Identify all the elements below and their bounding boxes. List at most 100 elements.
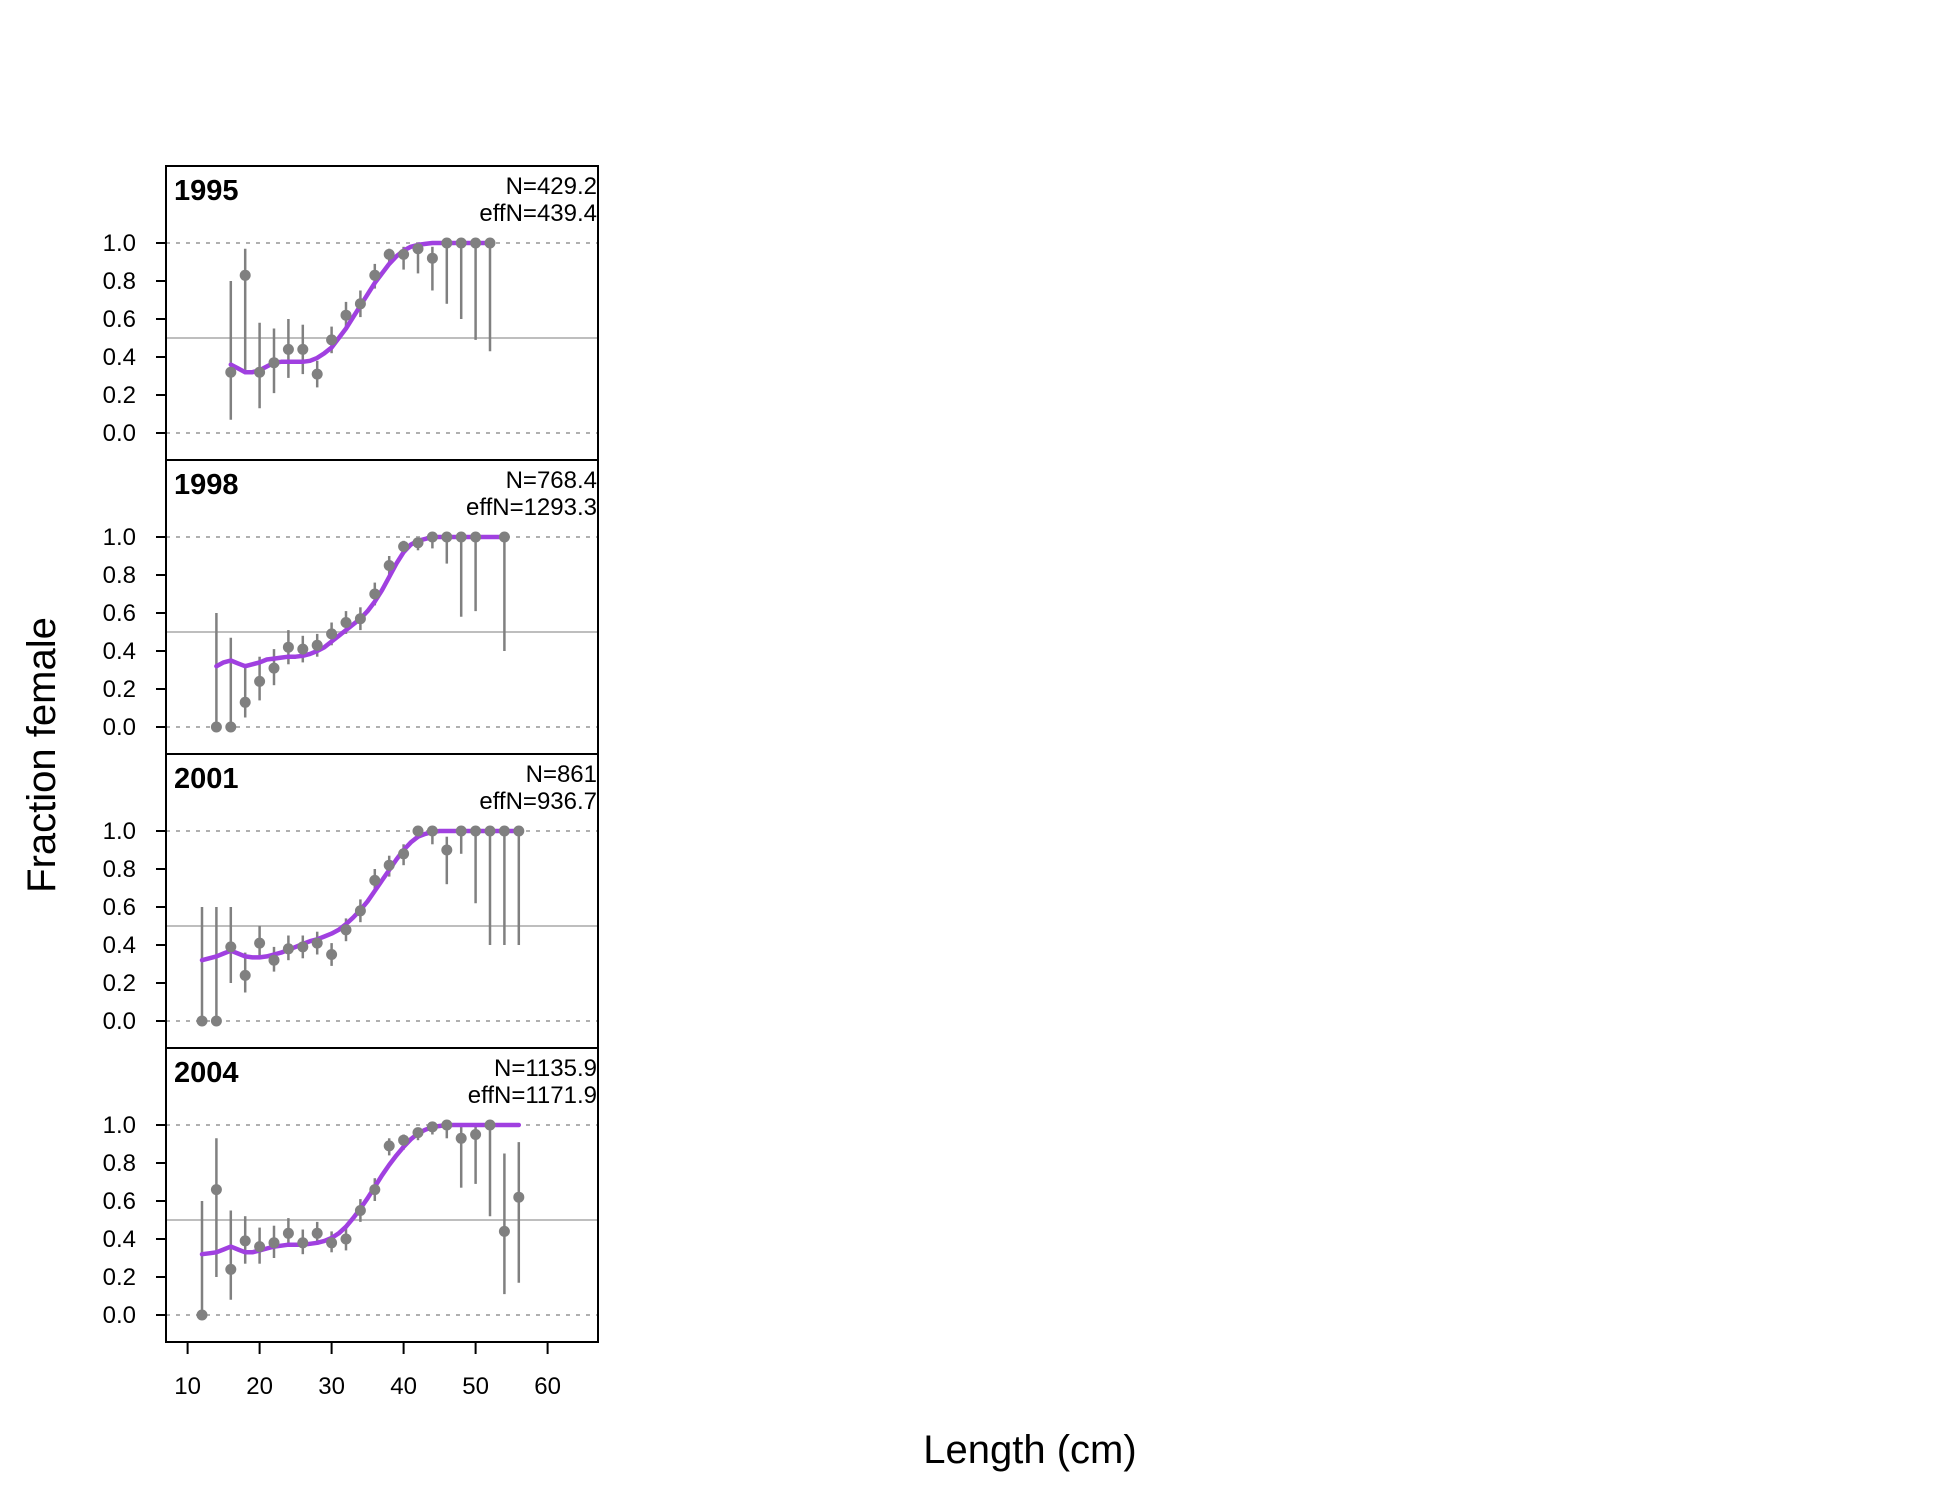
observed-point: [398, 1134, 410, 1146]
observed-point: [383, 1140, 395, 1152]
panel-effn-label: effN=1171.9: [468, 1082, 597, 1109]
observed-point: [340, 1233, 352, 1245]
panel-year-label: 2004: [174, 1057, 239, 1089]
y-axis-title: Fraction female: [20, 617, 64, 893]
y-tick-label: 0.2: [103, 970, 136, 997]
y-tick-label: 0.2: [103, 676, 136, 703]
observed-point: [297, 941, 309, 953]
observed-point: [225, 941, 237, 953]
observed-point: [412, 1127, 424, 1139]
y-tick-label: 0.6: [103, 1188, 136, 1215]
observed-point: [340, 617, 352, 628]
y-tick-label: 0.2: [103, 1264, 136, 1291]
observed-point: [254, 366, 266, 378]
observed-point: [210, 1015, 222, 1027]
observed-point: [225, 366, 237, 378]
observed-point: [311, 639, 323, 651]
observed-point: [369, 874, 381, 886]
observed-point: [254, 937, 266, 949]
observed-point: [311, 1227, 323, 1239]
observed-point: [412, 825, 424, 837]
y-tick-label: 0.8: [103, 856, 136, 883]
panel-effn-label: effN=936.7: [479, 788, 597, 815]
observed-point: [412, 243, 424, 255]
y-tick-label: 0.0: [103, 420, 136, 447]
observed-point: [268, 1237, 280, 1249]
y-tick-label: 1.0: [103, 1112, 136, 1139]
observed-point: [254, 675, 266, 687]
observed-point: [441, 531, 453, 543]
observed-point: [196, 1309, 208, 1321]
panel-n-label: N=861: [526, 761, 597, 788]
x-tick-label: 20: [246, 1373, 273, 1400]
observed-point: [441, 1119, 453, 1131]
observed-point: [455, 531, 467, 543]
y-tick-label: 0.2: [103, 382, 136, 409]
x-axis: 10 20 30 40 50 60: [174, 1341, 561, 1400]
y-tick-label: 1.0: [103, 524, 136, 551]
observed-point: [470, 1129, 482, 1140]
observed-point: [484, 825, 496, 837]
x-tick-label: 50: [462, 1373, 489, 1400]
y-tick-label: 0.0: [103, 1302, 136, 1329]
y-tick-label: 1.0: [103, 818, 136, 845]
observed-point: [426, 825, 438, 837]
observed-point: [297, 643, 309, 655]
observed-point: [369, 588, 381, 600]
observed-point: [498, 825, 510, 837]
observed-point: [369, 269, 381, 281]
observed-point: [498, 531, 510, 543]
panel-year-label: 1995: [174, 175, 239, 207]
observed-point: [398, 541, 410, 552]
observed-point: [383, 560, 395, 571]
y-tick-label: 0.8: [103, 1150, 136, 1177]
observed-point: [455, 237, 467, 249]
observed-point: [282, 1227, 294, 1239]
observed-point: [498, 1225, 510, 1237]
x-tick-label: 40: [390, 1373, 417, 1400]
observed-point: [383, 248, 395, 260]
observed-point: [326, 1237, 338, 1249]
observed-point: [210, 721, 222, 733]
observed-point: [354, 905, 366, 917]
panel-n-label: N=429.2: [506, 173, 597, 200]
observed-point: [484, 1119, 496, 1131]
y-tick-label: 0.4: [103, 1226, 136, 1253]
observed-point: [282, 343, 294, 355]
observed-point: [455, 1132, 467, 1144]
observed-point: [441, 844, 453, 856]
observed-point: [369, 1184, 381, 1196]
x-tick-label: 10: [174, 1373, 201, 1400]
observed-point: [484, 237, 496, 249]
y-tick-label: 0.4: [103, 344, 136, 371]
observed-point: [254, 1241, 266, 1253]
observed-point: [455, 825, 467, 837]
observed-point: [297, 343, 309, 355]
observed-point: [239, 269, 251, 281]
x-tick-label: 60: [534, 1373, 561, 1400]
panel-2004: 0.0 0.2 0.4 0.6 0.8 1.0 2004 N=1135.9effN=1171.…: [103, 1047, 599, 1343]
observed-point: [383, 859, 395, 871]
x-axis-title: Length (cm): [923, 1428, 1136, 1472]
x-tick-label: 30: [318, 1373, 345, 1400]
observed-point: [354, 1205, 366, 1216]
observed-point: [470, 825, 482, 837]
observed-point: [398, 848, 410, 860]
observed-point: [326, 334, 338, 346]
observed-point: [268, 954, 280, 966]
panel-year-label: 1998: [174, 469, 239, 501]
y-tick-label: 1.0: [103, 230, 136, 257]
observed-point: [268, 662, 280, 674]
observed-point: [441, 237, 453, 249]
y-tick-label: 0.8: [103, 562, 136, 589]
observed-point: [470, 237, 482, 249]
observed-point: [311, 368, 323, 380]
y-tick-label: 0.0: [103, 714, 136, 741]
observed-point: [426, 252, 438, 264]
